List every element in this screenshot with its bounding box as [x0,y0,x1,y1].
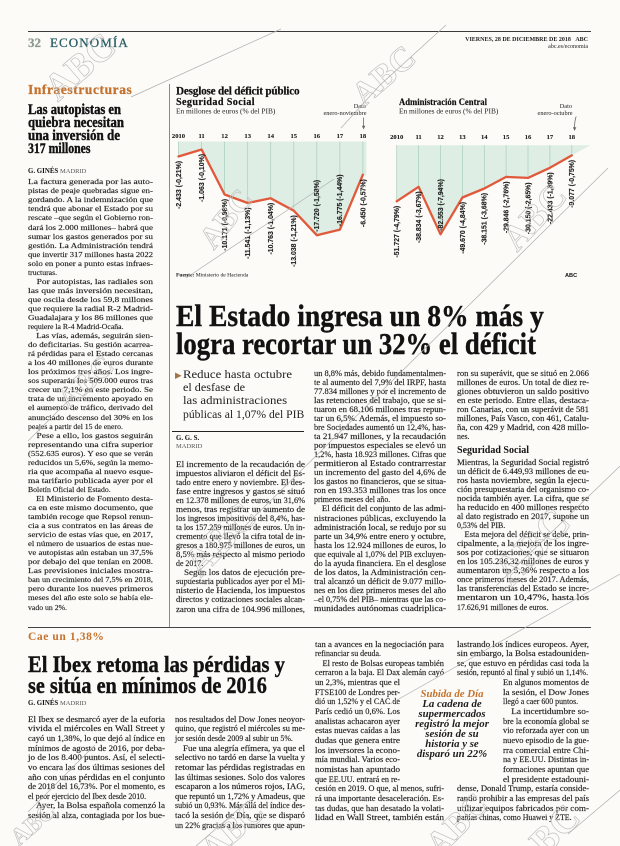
svg-text:Dato: Dato [354,103,366,110]
svg-text:15: 15 [503,134,510,141]
svg-text:17: 17 [337,133,344,140]
svg-text:Seguridad Social: Seguridad Social [176,97,255,108]
svg-text:Dato: Dato [560,103,572,110]
svg-text:-22.433 (-1,89%): -22.433 (-1,89%) [547,172,554,224]
svg-text:16: 16 [314,133,321,140]
svg-text:ABC: ABC [565,273,577,279]
svg-text:13: 13 [244,133,251,140]
svg-text:-13.038 (-1,21%): -13.038 (-1,21%) [291,215,298,267]
svg-text:2010: 2010 [390,134,404,141]
svg-text:-29.846 (-2,76%): -29.846 (-2,76%) [504,181,511,233]
svg-text:-2.433 (-0,21%): -2.433 (-0,21%) [176,161,183,209]
svg-text:11: 11 [198,133,204,140]
svg-text:18: 18 [569,134,576,141]
svg-text:-38.151 (-3,68%): -38.151 (-3,68%) [482,193,489,245]
svg-text:11: 11 [415,134,421,141]
svg-text:2010: 2010 [172,133,186,140]
svg-text:-9.077 (-0,75%): -9.077 (-0,75%) [569,160,576,208]
svg-text:-82.553 (-7,94%): -82.553 (-7,94%) [438,179,445,231]
svg-text:-38.834 (-3,67%): -38.834 (-3,67%) [416,191,423,243]
svg-text:-10.763 (-1,04%): -10.763 (-1,04%) [268,203,275,255]
svg-text:-1.063 (-0,10%): -1.063 (-0,10%) [199,154,206,202]
svg-text:-51.727 (-4,79%): -51.727 (-4,79%) [394,206,401,258]
svg-text:16: 16 [525,134,532,141]
svg-text:enero-noviembre: enero-noviembre [323,110,366,117]
svg-text:14: 14 [267,133,274,140]
svg-text:15: 15 [291,133,298,140]
svg-text:En millones de euros (% del PI: En millones de euros (% del PIB) [176,106,276,115]
svg-text:-11.541 (-1,13%): -11.541 (-1,13%) [245,208,252,259]
svg-text:Fuente: Ministerio de Hacienda: Fuente: Ministerio de Hacienda [176,273,249,279]
svg-text:enero-octubre: enero-octubre [538,110,573,117]
svg-text:-10.171 (-0,98%): -10.171 (-0,98%) [222,199,229,251]
svg-text:13: 13 [459,134,466,141]
svg-text:-49.670 (-4,84%): -49.670 (-4,84%) [460,202,467,254]
svg-text:18: 18 [360,133,367,140]
svg-text:-17.720 (-1,58%): -17.720 (-1,58%) [314,180,321,232]
svg-text:En millones de euros (% del PI: En millones de euros (% del PIB) [399,106,499,115]
svg-text:17: 17 [547,134,554,141]
svg-text:-16.775 (-1,44%): -16.775 (-1,44%) [337,174,344,226]
svg-text:Desglose del déficit público: Desglose del déficit público [176,86,300,98]
svg-text:12: 12 [437,134,444,141]
svg-text:12: 12 [221,133,228,140]
svg-text:-30.150 (-2,65%): -30.150 (-2,65%) [525,182,532,234]
svg-text:-6.450 (-0,57%): -6.450 (-0,57%) [360,179,367,227]
svg-text:14: 14 [481,134,488,141]
